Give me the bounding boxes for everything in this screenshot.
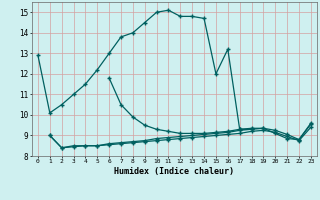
X-axis label: Humidex (Indice chaleur): Humidex (Indice chaleur): [115, 167, 234, 176]
